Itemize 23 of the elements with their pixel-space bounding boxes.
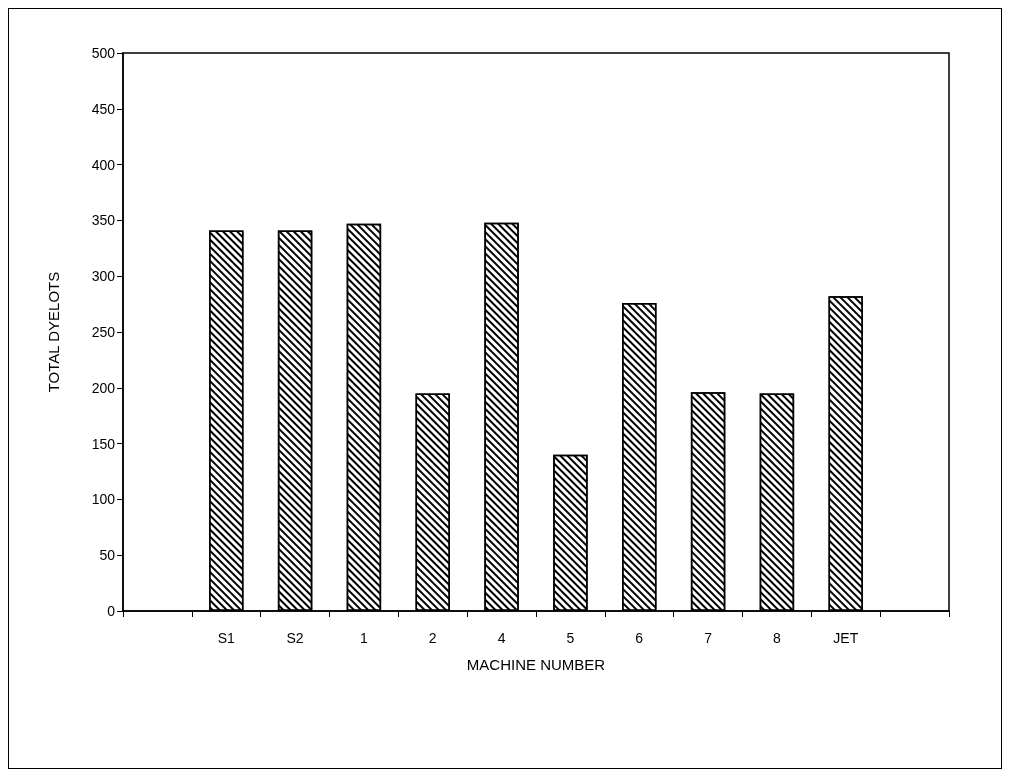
x-tick-label: 1: [360, 630, 369, 646]
x-axis-title: MACHINE NUMBER: [466, 656, 606, 673]
x-tick-label: S1: [217, 630, 236, 646]
x-tick-label: 8: [773, 630, 782, 646]
y-tick-label: 100: [91, 491, 116, 508]
y-tick-label: 350: [91, 212, 116, 229]
y-tick-label: 450: [91, 100, 116, 117]
y-tick-label: 300: [91, 268, 116, 285]
y-tick-label: 500: [91, 45, 116, 61]
y-tick-label: 150: [91, 435, 116, 452]
y-tick-label: 250: [91, 324, 116, 340]
y-tick-label: 200: [91, 379, 116, 396]
y-tick-label: 400: [91, 156, 116, 173]
y-tick-label: 0: [107, 603, 116, 619]
y-axis-title: TOTAL DYELOTS: [45, 271, 62, 393]
x-tick-label: 7: [704, 630, 713, 646]
x-tick-label: 4: [497, 630, 506, 646]
x-tick-label: 5: [566, 630, 575, 646]
y-tick-label: 50: [99, 547, 116, 564]
x-tick-label: 2: [428, 630, 437, 646]
x-tick-label: 6: [635, 630, 644, 646]
x-tick-label: JET: [833, 630, 859, 646]
x-tick-label: S2: [286, 630, 304, 646]
